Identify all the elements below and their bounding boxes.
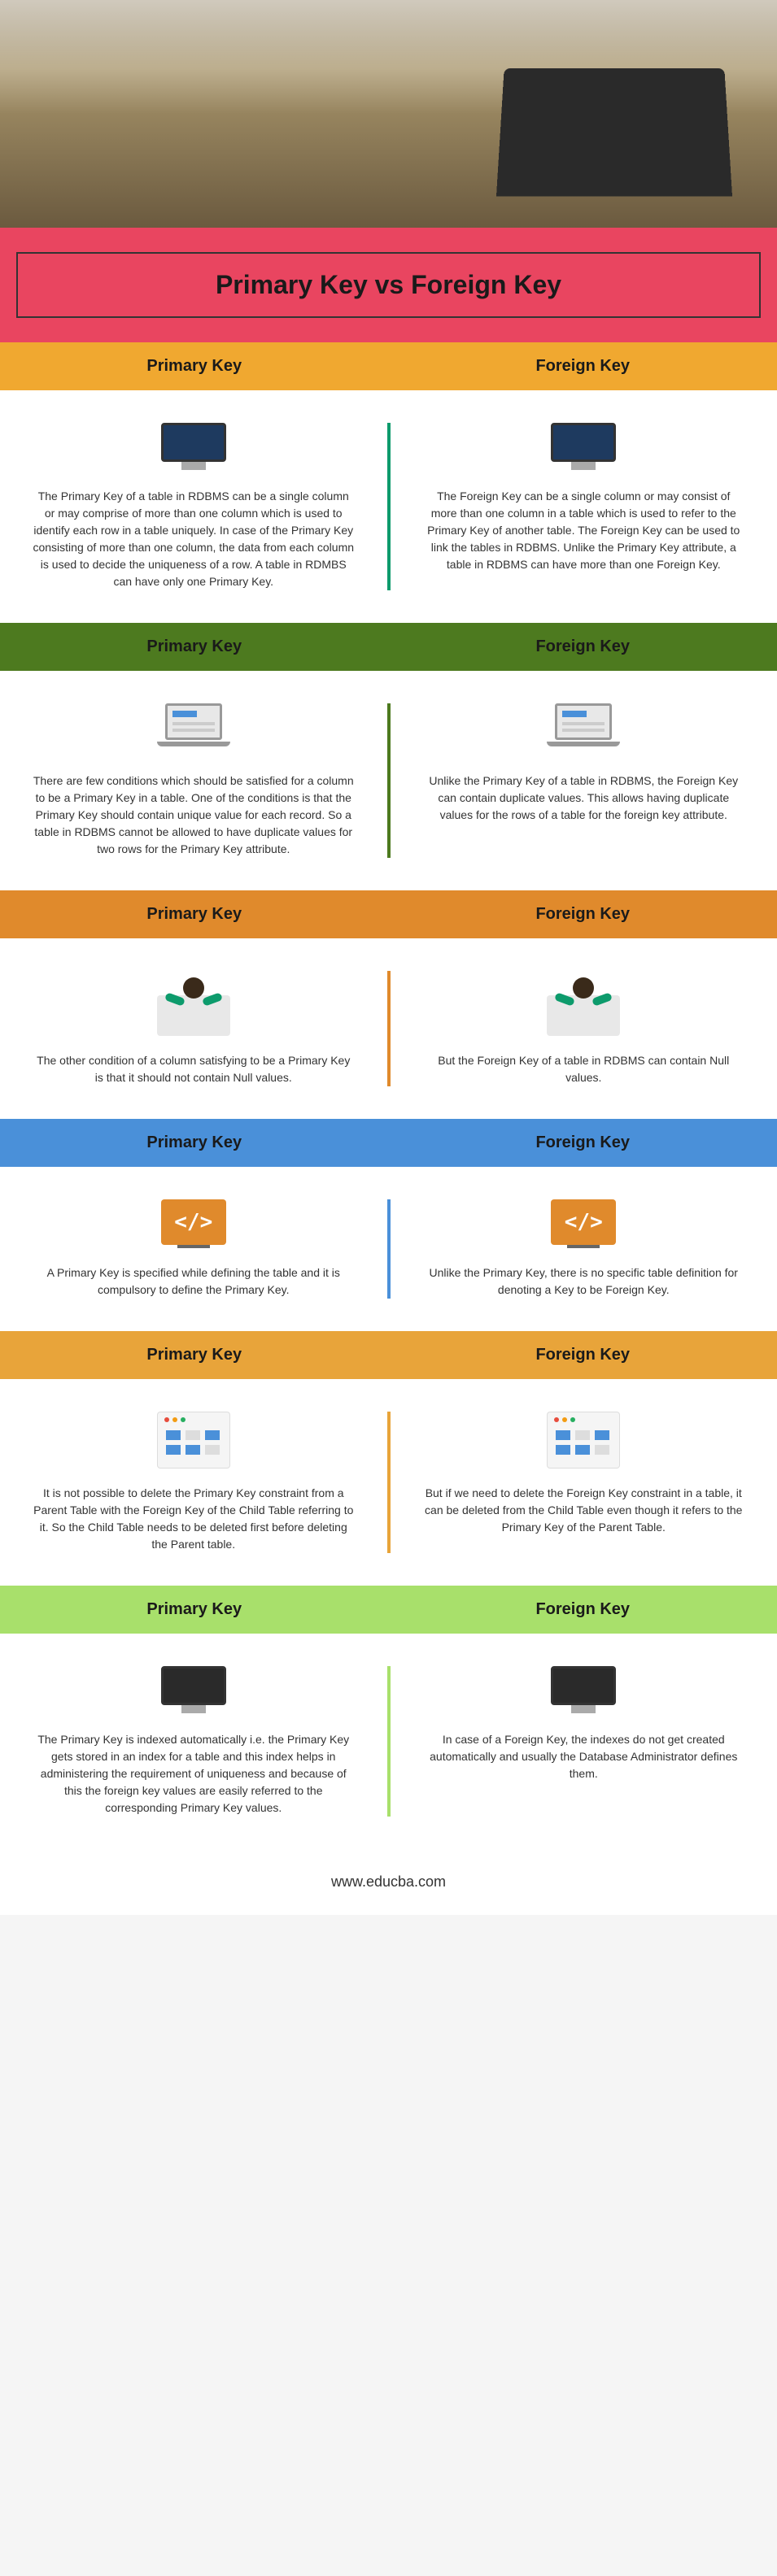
monitor-icon (551, 423, 616, 472)
section-col-right: In case of a Foreign Key, the indexes do… (391, 1666, 777, 1817)
section-col-left: There are few conditions which should be… (0, 703, 387, 858)
column-header-right: Foreign Key (389, 623, 777, 671)
section-desc-right: But the Foreign Key of a table in RDBMS … (423, 1052, 745, 1086)
section-col-right: But if we need to delete the Foreign Key… (391, 1412, 777, 1553)
page-title: Primary Key vs Foreign Key (34, 270, 743, 300)
column-header-left: Primary Key (0, 890, 389, 938)
section-body: The other condition of a column satisfyi… (0, 938, 777, 1119)
section-desc-left: The Primary Key of a table in RDBMS can … (33, 488, 355, 590)
column-header-left: Primary Key (0, 1119, 389, 1167)
section-header: Primary KeyForeign Key (0, 623, 777, 671)
section-col-left: The Primary Key of a table in RDBMS can … (0, 423, 387, 590)
footer-url: www.educba.com (0, 1849, 777, 1915)
browser-icon (547, 1412, 620, 1469)
section-desc-left: The Primary Key is indexed automatically… (33, 1731, 355, 1817)
column-header-left: Primary Key (0, 1586, 389, 1634)
section-col-right: </> Unlike the Primary Key, there is no s… (391, 1199, 777, 1299)
monitor-icon (161, 1666, 226, 1715)
section-desc-right: The Foreign Key can be a single column o… (423, 488, 745, 573)
main-title-banner: Primary Key vs Foreign Key (0, 228, 777, 342)
section-body: It is not possible to delete the Primary… (0, 1379, 777, 1586)
section-header: Primary KeyForeign Key (0, 1586, 777, 1634)
section-body: The Primary Key is indexed automatically… (0, 1634, 777, 1849)
section-body: The Primary Key of a table in RDBMS can … (0, 390, 777, 623)
section-col-left: </> A Primary Key is specified while defi… (0, 1199, 387, 1299)
section-col-right: The Foreign Key can be a single column o… (391, 423, 777, 590)
column-header-left: Primary Key (0, 342, 389, 390)
section-desc-right: Unlike the Primary Key of a table in RDB… (423, 772, 745, 824)
section-desc-right: But if we need to delete the Foreign Key… (423, 1485, 745, 1536)
column-header-right: Foreign Key (389, 1331, 777, 1379)
hero-image (0, 0, 777, 228)
column-header-right: Foreign Key (389, 1119, 777, 1167)
code-icon: </> (551, 1199, 616, 1248)
section-desc-left: A Primary Key is specified while definin… (33, 1264, 355, 1299)
browser-icon (157, 1412, 230, 1469)
laptop-icon (157, 703, 230, 756)
section-desc-right: In case of a Foreign Key, the indexes do… (423, 1731, 745, 1782)
section-body: There are few conditions which should be… (0, 671, 777, 890)
monitor-icon (161, 423, 226, 472)
column-header-left: Primary Key (0, 623, 389, 671)
laptop-icon (547, 703, 620, 756)
section-desc-right: Unlike the Primary Key, there is no spec… (423, 1264, 745, 1299)
section-header: Primary KeyForeign Key (0, 890, 777, 938)
section-col-right: But the Foreign Key of a table in RDBMS … (391, 971, 777, 1086)
section-col-left: The other condition of a column satisfyi… (0, 971, 387, 1086)
section-header: Primary KeyForeign Key (0, 342, 777, 390)
section-col-right: Unlike the Primary Key of a table in RDB… (391, 703, 777, 858)
section-body: </> A Primary Key is specified while defi… (0, 1167, 777, 1331)
monitor-icon (551, 1666, 616, 1715)
column-header-right: Foreign Key (389, 1586, 777, 1634)
section-desc-left: It is not possible to delete the Primary… (33, 1485, 355, 1553)
section-col-left: It is not possible to delete the Primary… (0, 1412, 387, 1553)
section-desc-left: There are few conditions which should be… (33, 772, 355, 858)
section-header: Primary KeyForeign Key (0, 1119, 777, 1167)
person-icon (547, 971, 620, 1036)
column-header-right: Foreign Key (389, 890, 777, 938)
column-header-right: Foreign Key (389, 342, 777, 390)
person-icon (157, 971, 230, 1036)
section-col-left: The Primary Key is indexed automatically… (0, 1666, 387, 1817)
section-desc-left: The other condition of a column satisfyi… (33, 1052, 355, 1086)
section-header: Primary KeyForeign Key (0, 1331, 777, 1379)
code-icon: </> (161, 1199, 226, 1248)
column-header-left: Primary Key (0, 1331, 389, 1379)
